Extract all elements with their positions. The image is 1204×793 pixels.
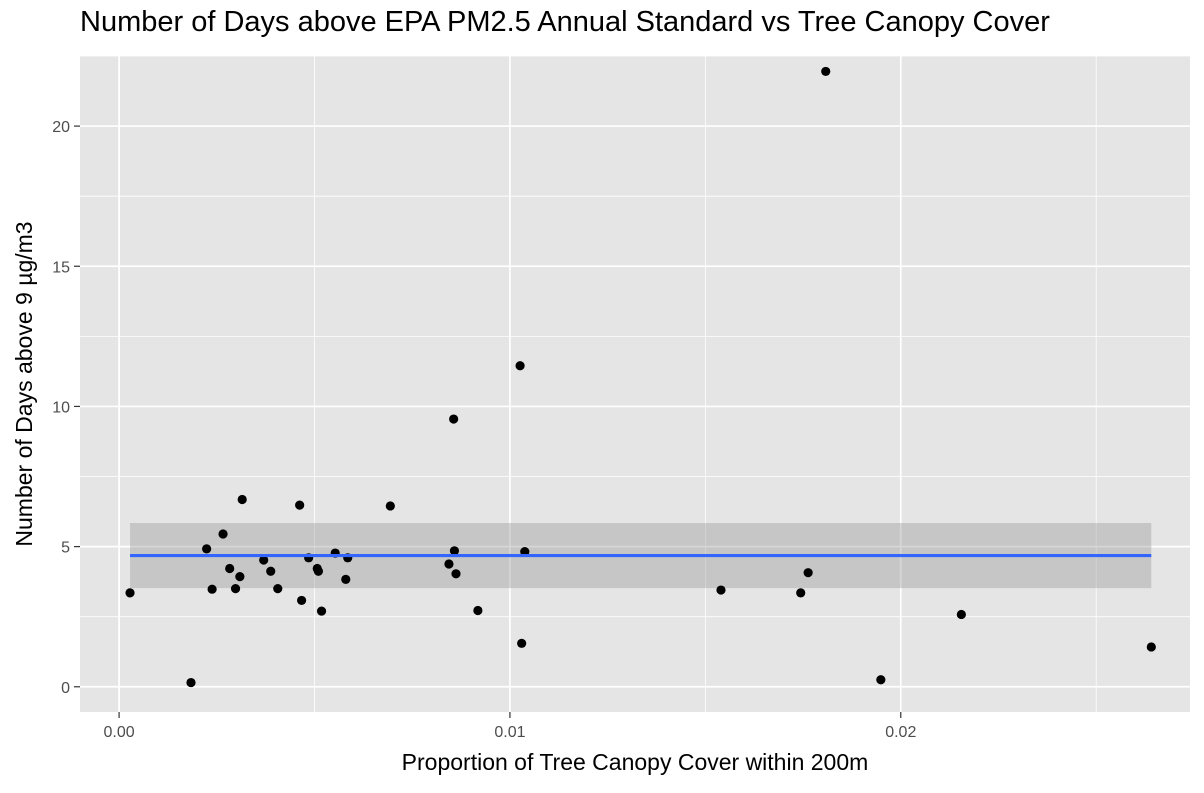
data-point (473, 605, 483, 616)
data-point (449, 546, 460, 556)
data-point (520, 547, 530, 557)
data-point (341, 574, 351, 584)
data-point (297, 595, 307, 606)
data-point (796, 588, 806, 598)
data-point (235, 571, 245, 582)
data-point (449, 414, 459, 424)
data-point (716, 585, 726, 595)
data-point (225, 563, 235, 574)
data-point (259, 555, 269, 565)
grid-minor (80, 55, 1190, 712)
data-point (316, 606, 327, 616)
y-tick-label: 0 (61, 680, 70, 697)
data-point (821, 66, 831, 77)
data-point (876, 675, 886, 685)
data-point (515, 361, 525, 371)
plot-panel (80, 56, 1190, 712)
data-point (237, 494, 247, 505)
grid-major (80, 56, 1190, 712)
data-point (295, 500, 305, 510)
y-axis-label: Number of Days above 9 µg/m3 (11, 221, 37, 546)
data-point (202, 544, 212, 554)
data-point (956, 609, 966, 620)
x-tick-label: 0.00 (104, 724, 135, 741)
chart-title: Number of Days above EPA PM2.5 Annual St… (80, 6, 1050, 38)
data-point (186, 677, 196, 688)
data-point (803, 568, 813, 578)
data-point (517, 638, 527, 648)
x-tick-label: 0.01 (494, 724, 525, 741)
data-point (451, 569, 461, 579)
data-point (230, 584, 241, 594)
y-axis: 0 5 10 15 20 (52, 119, 80, 697)
data-point (125, 588, 135, 598)
data-point (385, 501, 395, 511)
data-point (1146, 642, 1156, 652)
y-tick-label: 10 (52, 399, 70, 416)
data-point (273, 584, 283, 594)
points-layer (125, 66, 1156, 688)
data-point (444, 559, 454, 569)
data-point (313, 566, 324, 576)
y-tick-label: 5 (61, 540, 70, 557)
x-axis-label: Proportion of Tree Canopy Cover within 2… (402, 749, 869, 775)
y-tick-label: 15 (52, 259, 70, 276)
data-point (266, 566, 276, 576)
data-point (218, 529, 228, 539)
y-tick-label: 20 (52, 119, 70, 136)
x-tick-label: 0.02 (885, 724, 916, 741)
data-point (207, 584, 217, 594)
x-axis: 0.00 0.01 0.02 (104, 712, 916, 741)
